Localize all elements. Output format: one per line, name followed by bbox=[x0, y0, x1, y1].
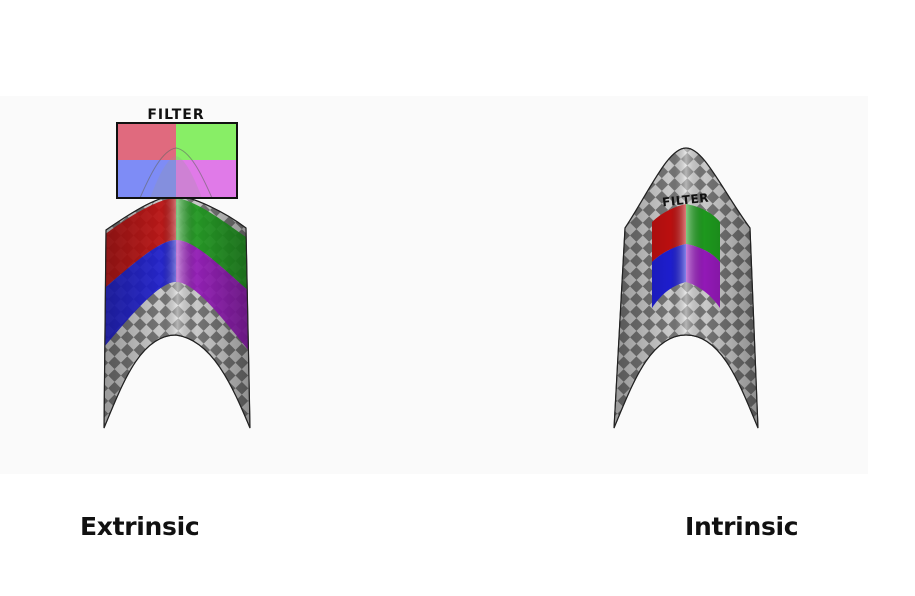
intrinsic-filter-label: FILTER bbox=[662, 191, 710, 210]
filter-quadrant-green bbox=[176, 123, 237, 160]
filter-quadrant-magenta bbox=[176, 160, 237, 198]
extrinsic-filter: FILTER bbox=[116, 107, 238, 199]
intrinsic-surface: FILTER bbox=[613, 147, 759, 429]
filter-label: FILTER bbox=[147, 107, 204, 123]
caption-extrinsic: Extrinsic bbox=[80, 512, 200, 541]
filter-quadrant-red bbox=[117, 123, 176, 160]
caption-intrinsic: Intrinsic bbox=[685, 512, 799, 541]
extrinsic-surface bbox=[103, 195, 251, 429]
filter-quadrant-blue bbox=[117, 160, 176, 198]
